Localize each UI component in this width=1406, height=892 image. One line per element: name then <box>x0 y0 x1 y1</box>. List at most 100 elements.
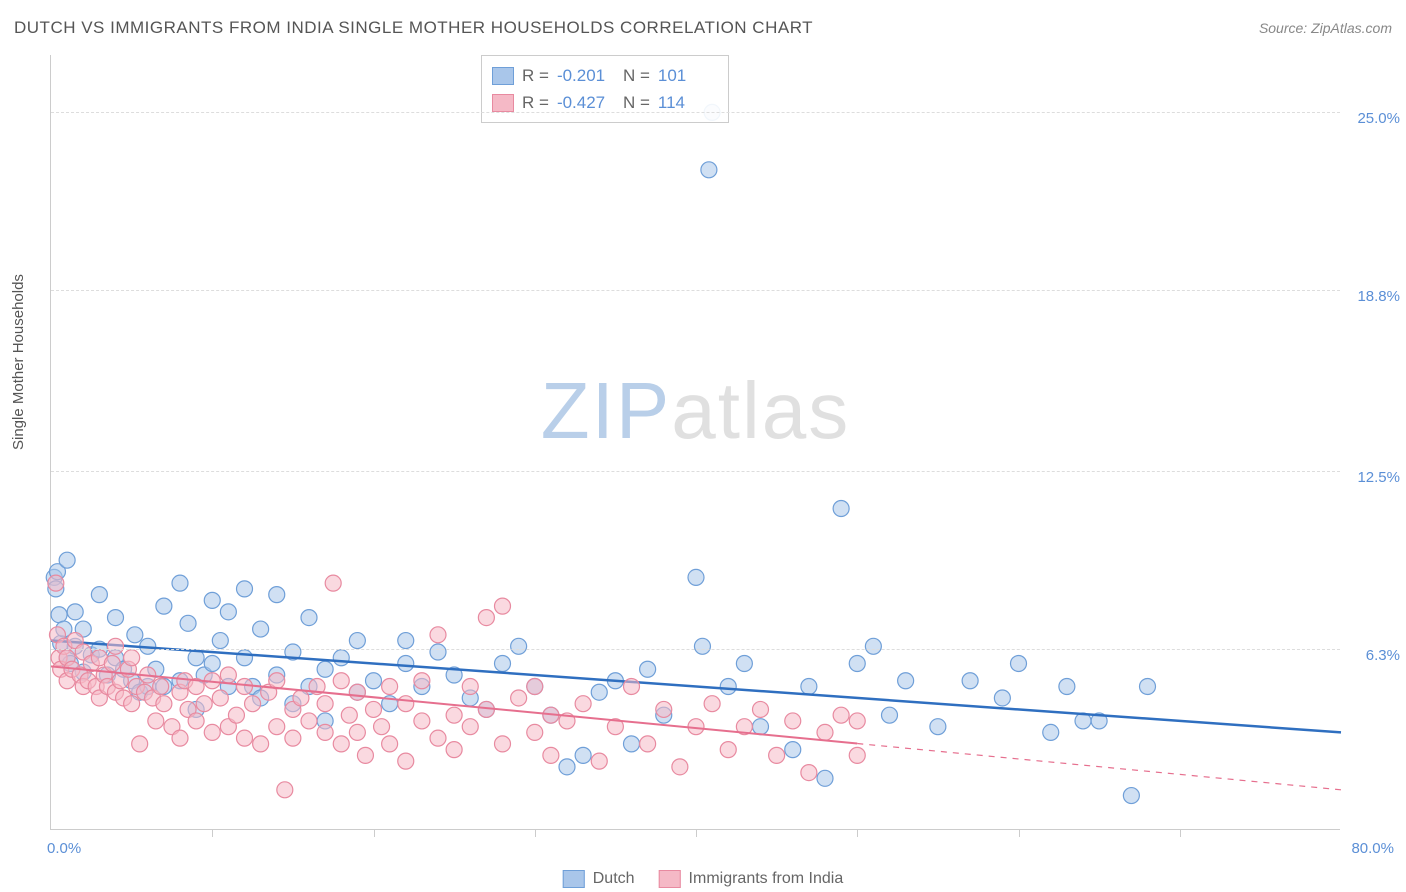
data-point-dutch <box>204 656 220 672</box>
data-point-india <box>414 673 430 689</box>
gridline <box>51 112 1340 113</box>
data-point-dutch <box>701 162 717 178</box>
legend-item-dutch: Dutch <box>563 870 635 888</box>
data-point-dutch <box>575 747 591 763</box>
data-point-india <box>124 650 140 666</box>
data-point-dutch <box>833 501 849 517</box>
data-point-dutch <box>59 552 75 568</box>
n-value-dutch: 101 <box>658 62 716 89</box>
data-point-india <box>849 747 865 763</box>
data-point-dutch <box>694 638 710 654</box>
swatch-dutch <box>492 67 514 85</box>
data-point-india <box>237 678 253 694</box>
data-point-dutch <box>865 638 881 654</box>
data-point-dutch <box>1123 788 1139 804</box>
data-point-india <box>285 730 301 746</box>
data-point-india <box>293 690 309 706</box>
swatch-india-icon <box>659 870 681 888</box>
data-point-india <box>108 638 124 654</box>
data-point-india <box>478 610 494 626</box>
y-tick-label: 18.8% <box>1357 288 1400 305</box>
data-point-india <box>817 724 833 740</box>
data-point-dutch <box>1059 678 1075 694</box>
data-point-india <box>333 736 349 752</box>
data-point-dutch <box>237 650 253 666</box>
data-point-india <box>341 707 357 723</box>
data-point-dutch <box>349 633 365 649</box>
data-point-dutch <box>180 615 196 631</box>
y-tick-label: 6.3% <box>1366 647 1400 664</box>
legend-label-india: Immigrants from India <box>689 870 844 888</box>
gridline <box>51 290 1340 291</box>
data-point-india <box>48 575 64 591</box>
y-axis-label: Single Mother Households <box>10 274 27 450</box>
data-point-india <box>446 707 462 723</box>
r-label: R = <box>522 62 549 89</box>
x-tick <box>535 829 536 837</box>
source-site: ZipAtlas.com <box>1311 20 1392 36</box>
data-point-india <box>801 765 817 781</box>
data-point-dutch <box>849 656 865 672</box>
data-point-india <box>301 713 317 729</box>
data-point-dutch <box>212 633 228 649</box>
data-point-india <box>212 690 228 706</box>
chart-source: Source: ZipAtlas.com <box>1259 20 1392 36</box>
data-point-india <box>148 713 164 729</box>
data-point-india <box>591 753 607 769</box>
data-point-dutch <box>333 650 349 666</box>
data-point-india <box>188 713 204 729</box>
data-point-india <box>753 701 769 717</box>
data-point-dutch <box>624 736 640 752</box>
series-legend: Dutch Immigrants from India <box>563 870 844 888</box>
data-point-india <box>511 690 527 706</box>
data-point-india <box>124 696 140 712</box>
data-point-dutch <box>317 661 333 677</box>
data-point-dutch <box>398 656 414 672</box>
data-point-india <box>462 719 478 735</box>
data-point-dutch <box>898 673 914 689</box>
data-point-india <box>366 701 382 717</box>
data-point-dutch <box>301 610 317 626</box>
data-point-dutch <box>511 638 527 654</box>
data-point-dutch <box>994 690 1010 706</box>
data-point-india <box>156 696 172 712</box>
data-point-india <box>349 684 365 700</box>
data-point-india <box>833 707 849 723</box>
data-point-india <box>349 724 365 740</box>
data-point-india <box>656 701 672 717</box>
data-point-india <box>527 724 543 740</box>
data-point-india <box>317 724 333 740</box>
x-tick <box>696 829 697 837</box>
data-point-india <box>333 673 349 689</box>
data-point-dutch <box>220 604 236 620</box>
swatch-india <box>492 94 514 112</box>
data-point-india <box>575 696 591 712</box>
data-point-india <box>769 747 785 763</box>
data-point-india <box>245 696 261 712</box>
data-point-india <box>269 719 285 735</box>
legend-row-dutch: R = -0.201 N = 101 <box>492 62 716 89</box>
chart-svg <box>51 55 1340 829</box>
data-point-dutch <box>753 719 769 735</box>
data-point-india <box>253 736 269 752</box>
data-point-dutch <box>204 592 220 608</box>
data-point-dutch <box>91 587 107 603</box>
data-point-dutch <box>801 678 817 694</box>
data-point-india <box>317 696 333 712</box>
x-max-label: 80.0% <box>1351 840 1394 857</box>
data-point-india <box>237 730 253 746</box>
data-point-india <box>172 730 188 746</box>
data-point-india <box>430 627 446 643</box>
legend-label-dutch: Dutch <box>593 870 635 888</box>
x-tick <box>374 829 375 837</box>
data-point-india <box>196 696 212 712</box>
plot-area: ZIPatlas R = -0.201 N = 101 R = -0.427 N… <box>50 55 1340 830</box>
data-point-india <box>543 747 559 763</box>
x-tick <box>212 829 213 837</box>
data-point-india <box>277 782 293 798</box>
data-point-dutch <box>962 673 978 689</box>
data-point-india <box>672 759 688 775</box>
x-tick <box>1180 829 1181 837</box>
data-point-dutch <box>398 633 414 649</box>
data-point-dutch <box>253 621 269 637</box>
